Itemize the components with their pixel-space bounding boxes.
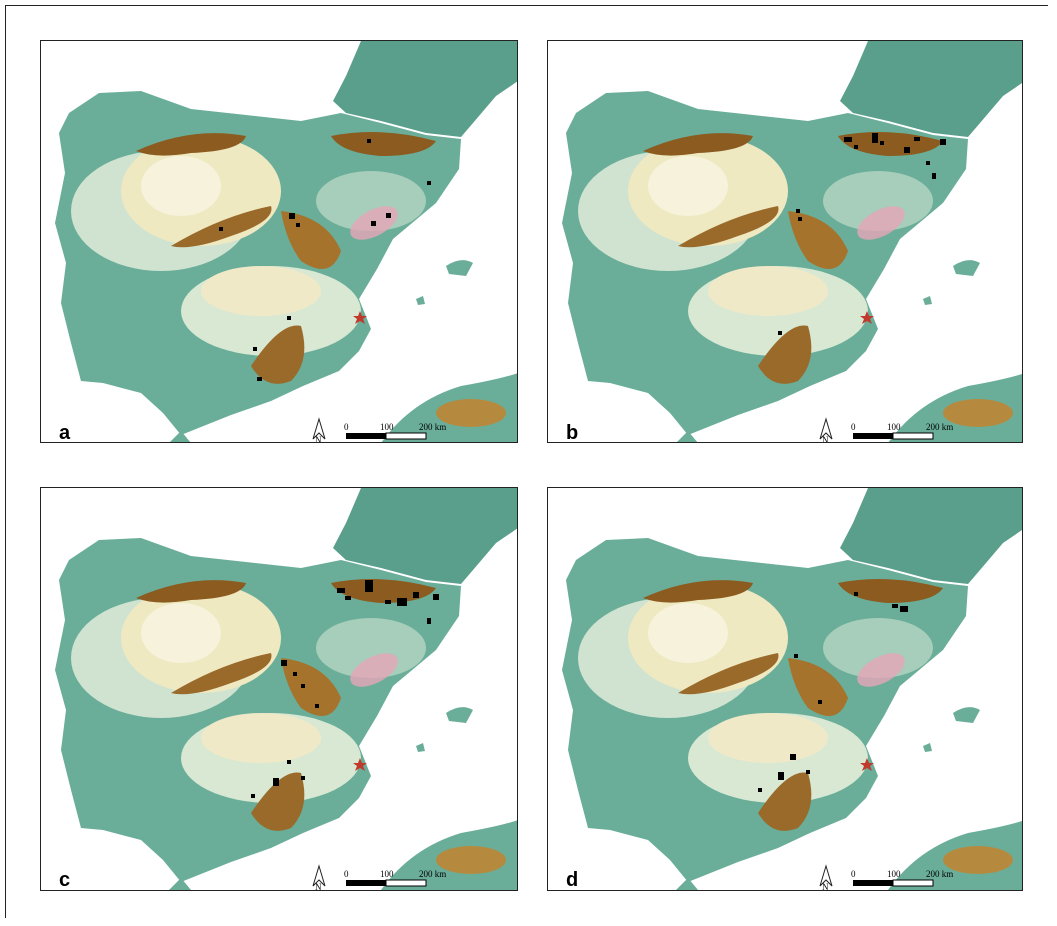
north-label: N — [315, 882, 322, 891]
scale-label: 0 — [344, 422, 349, 432]
scale-label: 0 — [344, 869, 349, 879]
page: a N 0 100 200 km b N 0 100 200 km c N 0 … — [0, 0, 1057, 926]
scale-label: 200 km — [419, 422, 446, 432]
panel-label: c — [59, 869, 70, 891]
scale-label: 100 — [380, 869, 394, 879]
map-panel: a N 0 100 200 km — [40, 40, 518, 443]
panel-label: d — [566, 869, 578, 891]
map-panel: d N 0 100 200 km — [547, 487, 1023, 891]
scale-label: 200 km — [926, 422, 953, 432]
map-panel: b N 0 100 200 km — [547, 40, 1023, 443]
scale-label: 200 km — [926, 869, 953, 879]
panel-label: a — [59, 422, 71, 443]
scale-label: 200 km — [419, 869, 446, 879]
north-label: N — [822, 882, 829, 891]
scale-label: 100 — [887, 422, 901, 432]
scale-label: 100 — [887, 869, 901, 879]
scale-label: 0 — [851, 869, 856, 879]
north-label: N — [315, 435, 322, 443]
north-label: N — [822, 435, 829, 443]
scale-label: 100 — [380, 422, 394, 432]
panel-label: b — [566, 422, 578, 443]
map-panel: c N 0 100 200 km — [40, 487, 518, 891]
scale-label: 0 — [851, 422, 856, 432]
